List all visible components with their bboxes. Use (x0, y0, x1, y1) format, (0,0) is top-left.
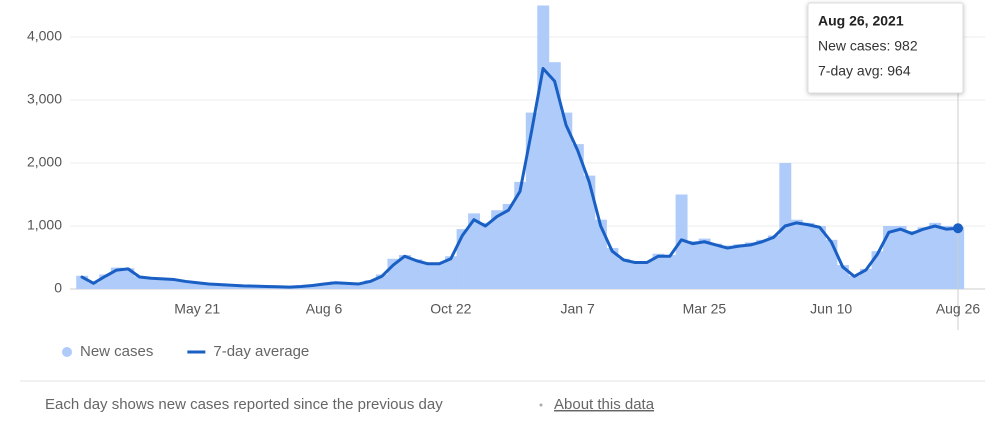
lines (80, 67, 963, 330)
bar (687, 241, 700, 289)
bar (122, 268, 135, 289)
tooltip-line: 7-day avg: 964 (818, 63, 911, 79)
x-tick-label: Oct 22 (430, 301, 471, 317)
bar (929, 222, 942, 289)
bar (848, 275, 861, 289)
bar (168, 278, 181, 289)
bar (364, 280, 377, 289)
y-tick-label: 3,000 (27, 91, 62, 107)
bar (110, 267, 123, 289)
separator-dot (539, 403, 543, 407)
line (80, 67, 960, 289)
bar (894, 226, 907, 289)
x-tick-label: May 21 (174, 301, 220, 317)
bar (756, 239, 769, 289)
bar (433, 263, 446, 289)
bar (836, 265, 849, 289)
bar (422, 262, 434, 289)
bar (629, 261, 642, 289)
bar (906, 231, 919, 289)
bar (87, 282, 100, 289)
bar (583, 175, 596, 289)
x-tick-label: Aug 6 (306, 301, 343, 317)
footer-note: Each day shows new cases reported since … (45, 396, 443, 413)
bar (375, 274, 388, 289)
bar (387, 258, 400, 289)
x-tick-label: Jun 10 (810, 301, 852, 317)
bar (226, 284, 239, 289)
bar (733, 244, 746, 289)
bar (617, 258, 630, 289)
bar (203, 283, 215, 289)
tooltip-box (807, 2, 964, 94)
axes: 0 1,000 2,000 3,000 4,000 May 21 Aug 6 Oct 22 Ja… (27, 28, 980, 317)
bar (802, 222, 815, 289)
bar (156, 278, 169, 289)
bar (179, 280, 192, 289)
bar (560, 112, 573, 289)
bar (525, 112, 538, 289)
y-tick-label: 4,000 (27, 28, 62, 44)
bar (652, 253, 665, 289)
bar (917, 227, 930, 289)
bar (883, 226, 896, 289)
bar (790, 219, 803, 289)
legend-label: 7-day average (213, 343, 309, 360)
hover-point (953, 223, 963, 234)
bar (491, 210, 504, 289)
bar (191, 282, 204, 289)
bar (514, 181, 527, 289)
bar (860, 268, 872, 289)
x-tick-label: Aug 26 (936, 301, 981, 317)
bar (76, 275, 89, 289)
bar (502, 203, 515, 289)
bar (698, 238, 711, 289)
bar (721, 245, 734, 289)
x-tick-label: Jan 7 (561, 301, 595, 317)
tooltip-line: New cases: 982 (818, 38, 918, 54)
about-link[interactable]: About this data (554, 396, 655, 413)
bar (594, 219, 607, 289)
tooltip-title: Aug 26, 2021 (818, 13, 904, 29)
bar (825, 239, 838, 289)
bar (318, 283, 331, 289)
bar (456, 229, 469, 289)
y-tick-label: 1,000 (27, 217, 62, 233)
x-tick-label: Mar 25 (683, 301, 727, 317)
bar (813, 226, 826, 289)
tooltip: Aug 26, 2021 New cases: 982 7-day avg: 9… (807, 2, 964, 94)
bar (871, 251, 884, 289)
bar (133, 276, 146, 289)
bar (479, 222, 492, 289)
bar (99, 274, 112, 289)
bar (548, 62, 561, 290)
bar (940, 226, 953, 289)
bar (537, 5, 550, 289)
bar (664, 254, 677, 289)
y-tick-label: 0 (54, 280, 62, 296)
bar (410, 259, 423, 289)
bar (214, 284, 227, 289)
bar (744, 242, 757, 289)
bar (767, 235, 780, 289)
bar (468, 213, 481, 289)
bar (606, 248, 619, 289)
legend-swatch (62, 347, 72, 357)
bar (306, 285, 319, 289)
bar (398, 254, 411, 289)
y-tick-label: 2,000 (27, 154, 62, 170)
bar (710, 243, 723, 289)
bar (641, 261, 653, 289)
bar (445, 256, 458, 289)
bar (352, 283, 365, 289)
bar (571, 144, 584, 289)
legend: New cases 7-day average (62, 343, 309, 360)
legend-label: New cases (80, 343, 153, 360)
bar (341, 283, 354, 289)
bar (329, 281, 342, 289)
bar (145, 277, 158, 289)
